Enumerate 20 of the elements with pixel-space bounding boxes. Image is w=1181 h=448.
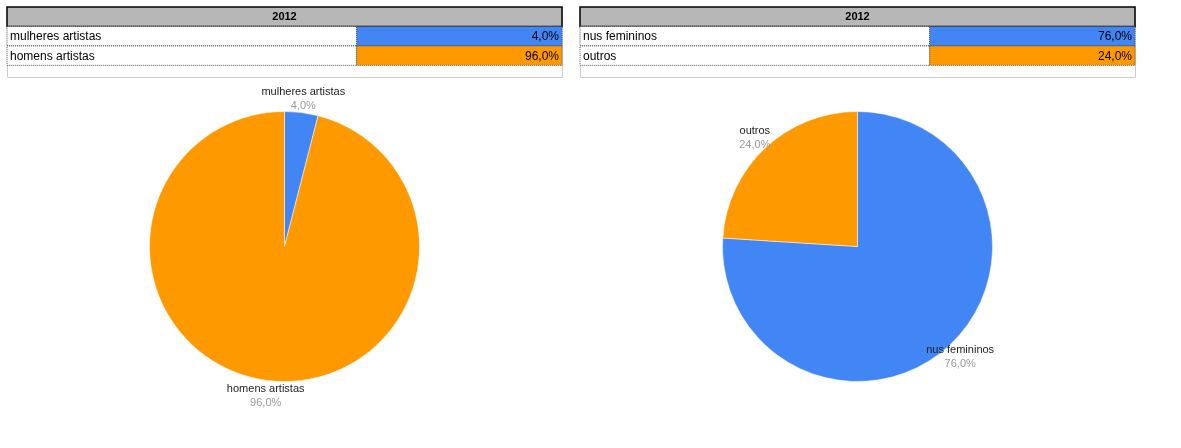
pie-slice [722, 111, 993, 382]
category-label: homens artistas [10, 48, 95, 63]
data-label: 24,0% [739, 138, 771, 151]
category-label: mulheres artistas [10, 29, 102, 44]
slice-label: nus femininos [926, 342, 995, 355]
slice-label: outros [739, 124, 771, 137]
slice-label: mulheres artistas [261, 84, 346, 97]
chart-title: 2012 [272, 10, 297, 22]
text: 4,0% [531, 29, 559, 44]
category-label: nus femininos [583, 29, 658, 44]
pie-slice [149, 111, 420, 382]
text: 96,0% [524, 48, 559, 63]
slice-label: homens artistas [226, 382, 306, 395]
data-label: 96,0% [250, 396, 282, 409]
category-label: outros [583, 48, 617, 63]
text: 24,0% [1097, 48, 1132, 63]
data-label: 76,0% [944, 356, 976, 369]
data-label: 4,0% [290, 98, 317, 111]
chart-title: 2012 [845, 10, 870, 22]
text: 76,0% [1097, 29, 1132, 44]
